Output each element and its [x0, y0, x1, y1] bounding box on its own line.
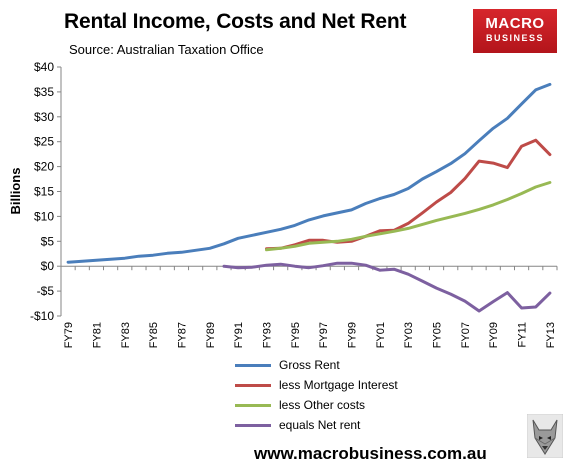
chart-legend: Gross Rent less Mortgage Interest less Oth…: [235, 355, 398, 435]
y-tick-label: $5: [41, 234, 55, 248]
legend-label: less Other costs: [279, 398, 366, 412]
legend-swatch: [235, 403, 271, 407]
logo-line-1: MACRO: [485, 15, 545, 32]
series-line-equals-net-rent: [222, 261, 552, 313]
chart-subtitle: Source: Australian Taxation Office: [69, 42, 264, 57]
y-tick-label: -$5: [37, 284, 55, 298]
x-tick-label: FY81: [91, 322, 103, 348]
y-axis-label: Billions: [8, 168, 23, 215]
x-tick-label: FY93: [261, 322, 273, 348]
legend-label: Gross Rent: [279, 358, 340, 372]
x-tick-label: FY89: [205, 322, 217, 348]
x-tick-label: FY03: [403, 322, 415, 348]
wolf-mascot-icon: [527, 414, 563, 458]
series-line-gross-rent: [66, 82, 552, 264]
legend-item: Gross Rent: [235, 355, 398, 375]
macrobusiness-logo: MACRO BUSINESS: [473, 9, 557, 53]
chart-title: Rental Income, Costs and Net Rent: [64, 10, 407, 33]
x-tick-label: FY95: [290, 322, 302, 348]
legend-swatch: [235, 423, 271, 427]
x-tick-label: FY09: [488, 322, 500, 348]
x-tick-label: FY99: [347, 322, 359, 348]
x-tick-label: FY91: [233, 322, 245, 348]
website-url: www.macrobusiness.com.au: [254, 444, 487, 463]
legend-item: equals Net rent: [235, 415, 398, 435]
y-tick-label: $20: [34, 160, 54, 174]
x-tick-label: FY79: [63, 322, 75, 348]
series-line-less-other-costs: [265, 181, 552, 252]
legend-label: less Mortgage Interest: [279, 378, 398, 392]
legend-swatch: [235, 363, 271, 367]
x-tick-label: FY85: [148, 322, 160, 348]
x-tick-label: FY01: [375, 322, 387, 348]
x-tick-label: FY11: [517, 322, 529, 347]
logo-line-2: BUSINESS: [485, 33, 544, 43]
y-tick-label: $15: [34, 185, 54, 199]
y-tick-label: $10: [34, 209, 54, 223]
legend-item: less Mortgage Interest: [235, 375, 398, 395]
legend-swatch: [235, 383, 271, 387]
y-tick-label: $35: [34, 85, 54, 99]
line-chart: -$10 -$5 $0 $5 $10 $15 $20 $25 $30 $35 $40 FY79 FY81…: [8, 60, 558, 348]
y-tick-label: $40: [34, 60, 54, 74]
y-tick-label: -$10: [30, 309, 54, 323]
x-tick-label: FY87: [176, 322, 188, 348]
x-tick-label: FY83: [120, 322, 132, 348]
y-tick-label: $25: [34, 135, 54, 149]
x-tick-label: FY97: [318, 322, 330, 348]
x-tick-label: FY13: [545, 322, 557, 348]
x-tick-label: FY07: [460, 322, 472, 348]
y-tick-label: $30: [34, 110, 54, 124]
series-line-less-mortgage-interest: [265, 138, 552, 251]
y-tick-label: $0: [41, 259, 55, 273]
legend-item: less Other costs: [235, 395, 398, 415]
legend-label: equals Net rent: [279, 418, 361, 432]
x-tick-label: FY05: [432, 322, 444, 348]
